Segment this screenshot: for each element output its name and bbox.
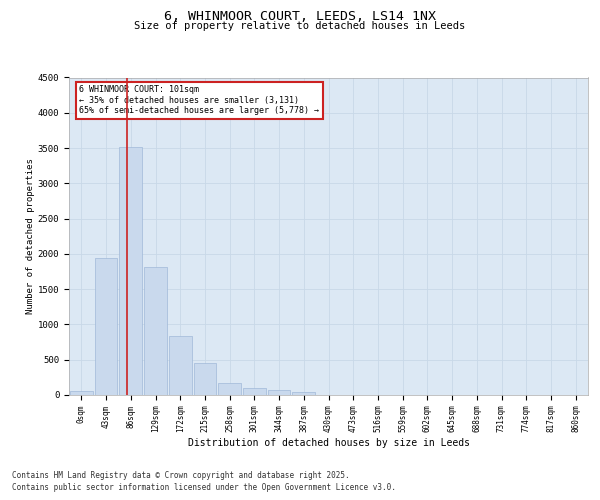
Text: Contains public sector information licensed under the Open Government Licence v3: Contains public sector information licen…	[12, 482, 396, 492]
Bar	[169, 336, 191, 395]
Bar	[95, 258, 118, 395]
Bar	[292, 392, 315, 395]
Y-axis label: Number of detached properties: Number of detached properties	[26, 158, 35, 314]
Bar	[243, 388, 266, 395]
Text: Contains HM Land Registry data © Crown copyright and database right 2025.: Contains HM Land Registry data © Crown c…	[12, 472, 350, 480]
Text: 6, WHINMOOR COURT, LEEDS, LS14 1NX: 6, WHINMOOR COURT, LEEDS, LS14 1NX	[164, 10, 436, 22]
Bar	[194, 363, 216, 395]
X-axis label: Distribution of detached houses by size in Leeds: Distribution of detached houses by size …	[187, 438, 470, 448]
Bar	[268, 390, 290, 395]
Text: 6 WHINMOOR COURT: 101sqm
← 35% of detached houses are smaller (3,131)
65% of sem: 6 WHINMOOR COURT: 101sqm ← 35% of detach…	[79, 86, 319, 115]
Bar	[70, 392, 93, 395]
Bar	[144, 266, 167, 395]
Bar	[119, 146, 142, 395]
Bar	[218, 382, 241, 395]
Text: Size of property relative to detached houses in Leeds: Size of property relative to detached ho…	[134, 21, 466, 31]
